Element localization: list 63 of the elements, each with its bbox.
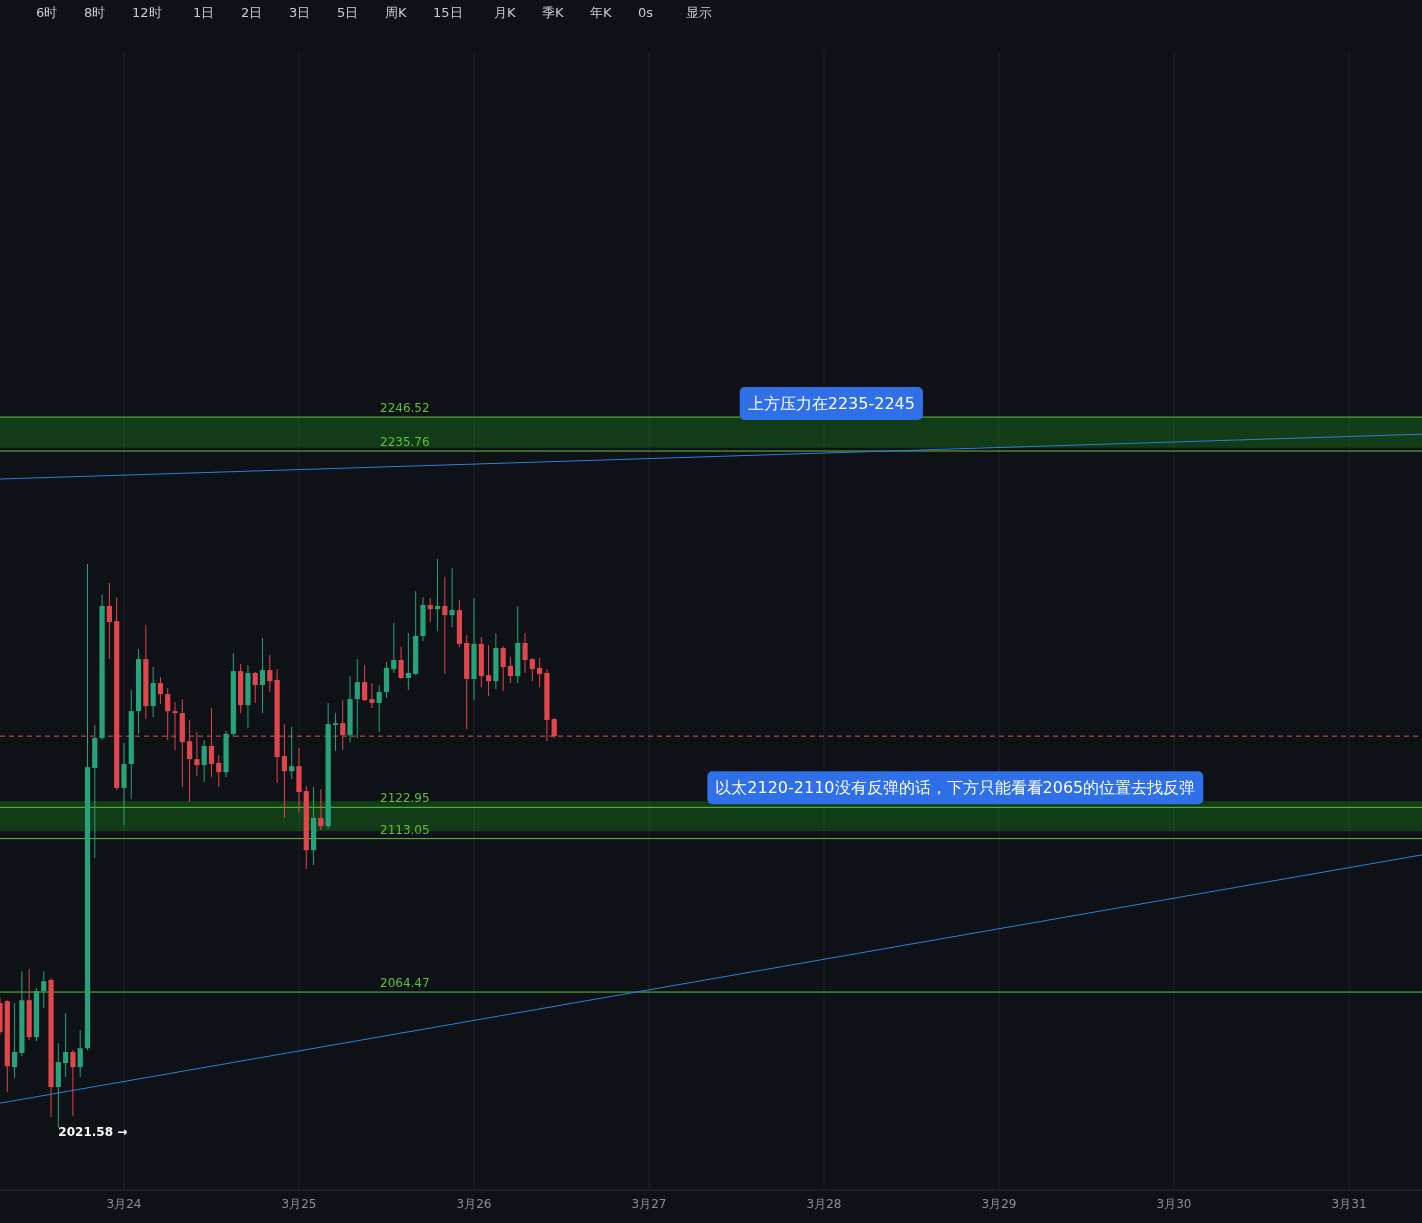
candlestick <box>41 970 47 1009</box>
text: 8时 <box>84 5 106 20</box>
candlestick <box>427 597 433 623</box>
ref-line-label: 2122.95 <box>380 791 430 806</box>
x-tick-label: 3月29 <box>981 1197 1017 1211</box>
x-tick-label: 3月26 <box>456 1197 492 1211</box>
text: 15日 <box>433 5 463 20</box>
text: 1日 <box>193 5 215 20</box>
candlestick <box>70 1049 76 1117</box>
candlestick <box>391 622 397 674</box>
candlestick <box>376 684 382 733</box>
candlestick <box>216 754 222 788</box>
candlestick <box>500 645 506 692</box>
annotation: 以太2120-2110没有反弹的话，下方只能看看2065的位置去找反弹 <box>715 778 1196 798</box>
candlestick <box>442 576 448 675</box>
candlestick <box>485 644 492 697</box>
candlestick <box>289 726 295 780</box>
candlestick <box>63 1012 69 1078</box>
candlestick <box>259 637 266 714</box>
x-tick-label: 3月30 <box>1156 1197 1192 1211</box>
annotation: 上方压力在2235-2245 <box>747 394 915 414</box>
candlestick <box>11 1002 18 1079</box>
candlestick <box>77 1029 83 1078</box>
x-tick-label: 3月25 <box>281 1197 317 1211</box>
candlestick <box>529 657 535 682</box>
candlestick <box>157 676 164 705</box>
text: 年K <box>590 5 612 20</box>
candlestick <box>522 632 528 674</box>
ref-line-label: 2235.76 <box>380 435 430 450</box>
candlestick <box>332 712 339 752</box>
text: 周K <box>385 5 407 20</box>
candlestick <box>150 666 156 718</box>
text: 5日 <box>337 5 359 20</box>
text: 0s <box>638 5 654 20</box>
candlestick <box>369 682 375 709</box>
ref-line-label: 2246.52 <box>380 401 430 416</box>
x-tick-label: 3月31 <box>1331 1197 1367 1211</box>
text: 2日 <box>241 5 263 20</box>
candlestick <box>537 657 543 688</box>
candlestick <box>267 654 273 693</box>
candlestick <box>354 658 360 739</box>
x-tick-label: 3月28 <box>806 1197 842 1211</box>
ref-line-label: 2113.05 <box>380 822 430 837</box>
candlestick <box>362 664 368 702</box>
candlestick <box>398 646 404 680</box>
text: 6时 <box>36 5 58 20</box>
text: 月K <box>494 5 516 20</box>
ref-line-label: 2064.47 <box>380 976 430 991</box>
candlestick <box>405 632 411 691</box>
text: 3日 <box>289 5 311 20</box>
candlestick <box>434 558 441 632</box>
text: 12时 <box>132 5 162 20</box>
candlestick <box>201 739 207 783</box>
annotation: 2021.58 → <box>58 1124 128 1139</box>
candlestick <box>252 671 258 704</box>
candlestick <box>449 567 455 628</box>
x-tick-label: 3月27 <box>631 1197 667 1211</box>
text: 显示 <box>686 5 712 20</box>
candlestick <box>507 656 514 684</box>
candlestick <box>318 788 324 831</box>
x-tick-label: 3月24 <box>106 1197 142 1211</box>
candlestick <box>106 582 112 660</box>
text: 季K <box>542 5 564 20</box>
